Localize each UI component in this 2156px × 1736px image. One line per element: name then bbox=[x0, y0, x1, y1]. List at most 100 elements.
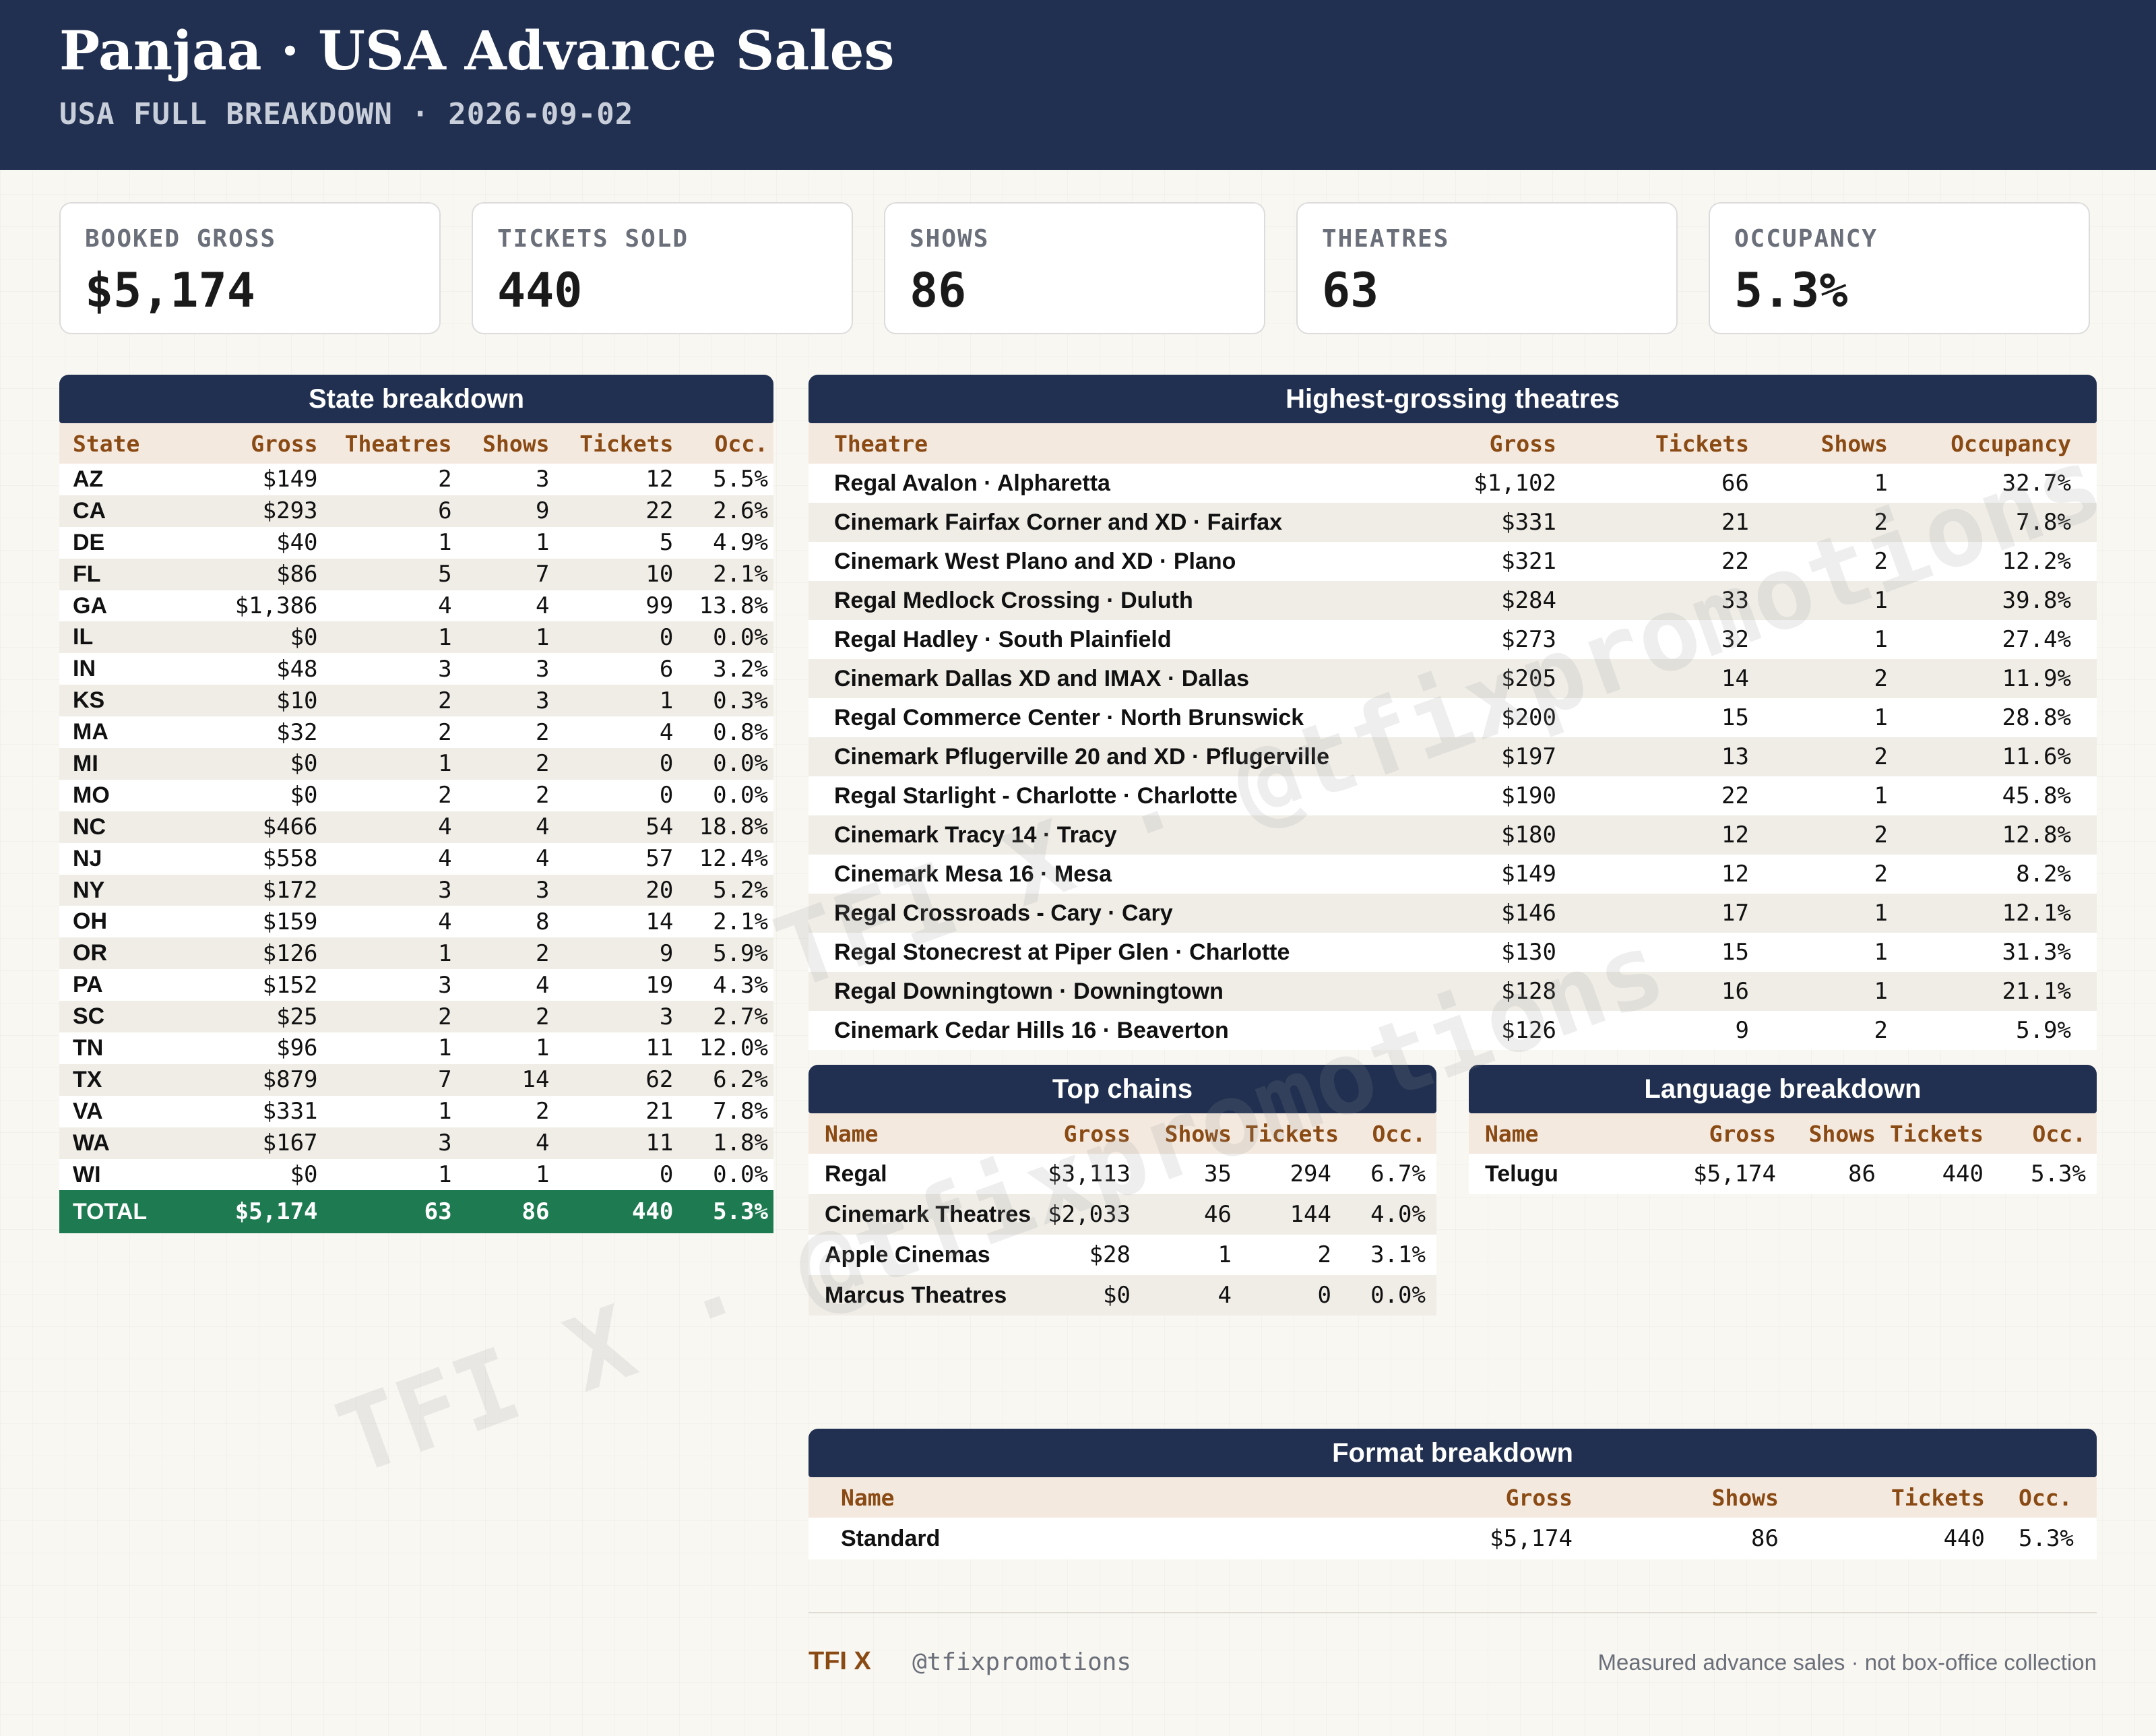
column-header: Tickets bbox=[1886, 1113, 1994, 1154]
cell-value: $466 bbox=[262, 813, 318, 841]
table-row: Cinemark Mesa 16 · Mesa $149 12 2 8.2% bbox=[808, 855, 2097, 894]
cell-value: 2 bbox=[536, 1098, 550, 1125]
cell-value: 7.8% bbox=[713, 1098, 768, 1125]
column-header: Occ. bbox=[1342, 1113, 1436, 1154]
cell-value: 12.1% bbox=[2002, 900, 2071, 927]
cell-value: 32 bbox=[1721, 626, 1749, 653]
column-header: Occ. bbox=[1994, 1113, 2097, 1154]
cell-value: 4 bbox=[536, 845, 550, 873]
cell-value: 2 bbox=[1874, 822, 1888, 848]
cell-value: 2 bbox=[438, 1003, 452, 1030]
cell-value: 20 bbox=[645, 877, 674, 904]
state-breakdown-table: State Gross Theatres Shows Tickets Occ. … bbox=[59, 423, 773, 1234]
table-row: Regal Starlight - Charlotte · Charlotte $… bbox=[808, 776, 2097, 815]
table-row: CA $293 6 9 22 2.6% bbox=[59, 495, 773, 527]
cell-value: 1 bbox=[536, 623, 550, 651]
cell-value: 0 bbox=[1317, 1282, 1331, 1309]
cell-value: 2 bbox=[1874, 743, 1888, 770]
cell-value: $2,033 bbox=[1048, 1201, 1131, 1228]
state-breakdown-panel: State breakdown State Gross Theatres Sho… bbox=[59, 375, 773, 1234]
table-row: MI $0 1 2 0 0.0% bbox=[59, 748, 773, 780]
top-chains-title: Top chains bbox=[808, 1065, 1436, 1113]
total-shows: 86 bbox=[457, 1190, 555, 1234]
row-label: Marcus Theatres bbox=[825, 1282, 1007, 1308]
row-label: KS bbox=[73, 687, 105, 714]
cell-value: $0 bbox=[1103, 1282, 1131, 1309]
cell-value: $48 bbox=[276, 655, 318, 683]
cell-value: 2 bbox=[438, 466, 452, 493]
cell-value: 4 bbox=[1217, 1282, 1232, 1309]
cell-value: 2.1% bbox=[713, 561, 768, 588]
cell-value: 0 bbox=[659, 623, 674, 651]
table-row: IL $0 1 1 0 0.0% bbox=[59, 621, 773, 654]
cell-value: 0.0% bbox=[1370, 1282, 1426, 1309]
cell-value: 62 bbox=[645, 1066, 674, 1094]
cell-value: 14 bbox=[1721, 665, 1749, 692]
cell-value: 6.7% bbox=[1370, 1160, 1426, 1187]
format-breakdown-title: Format breakdown bbox=[808, 1429, 2097, 1477]
table-row: Standard $5,174 86 440 5.3% bbox=[808, 1518, 2097, 1559]
table-row: Cinemark Dallas XD and IMAX · Dallas $205… bbox=[808, 659, 2097, 698]
cell-value: 2.6% bbox=[713, 497, 768, 525]
cell-value: 4.3% bbox=[713, 971, 768, 999]
table-row: Cinemark Pflugerville 20 and XD · Pfluge… bbox=[808, 737, 2097, 776]
cell-value: 86 bbox=[1751, 1525, 1779, 1552]
cell-value: 1 bbox=[536, 529, 550, 557]
cell-value: 4 bbox=[536, 1129, 550, 1157]
cell-value: $284 bbox=[1501, 587, 1556, 614]
column-header: State bbox=[59, 423, 191, 464]
cell-value: $10 bbox=[276, 687, 318, 714]
cell-value: 3 bbox=[536, 877, 550, 904]
cell-value: 7 bbox=[536, 561, 550, 588]
kpi-label: OCCUPANCY bbox=[1734, 225, 1878, 253]
cell-value: $28 bbox=[1089, 1241, 1131, 1268]
cell-value: 57 bbox=[645, 845, 674, 873]
cell-value: 11.9% bbox=[2002, 665, 2071, 692]
cell-value: 5.9% bbox=[2016, 1017, 2071, 1044]
row-label: NY bbox=[73, 877, 105, 903]
page-subtitle: USA FULL BREAKDOWN · 2026-09-02 bbox=[59, 97, 634, 131]
cell-value: 19 bbox=[645, 971, 674, 999]
row-label: VA bbox=[73, 1098, 103, 1124]
row-label: IL bbox=[73, 624, 94, 650]
cell-value: 0.0% bbox=[713, 750, 768, 778]
table-row: PA $152 3 4 19 4.3% bbox=[59, 969, 773, 1001]
table-header-row: Name Gross Shows Tickets Occ. bbox=[1469, 1113, 2097, 1154]
cell-value: 3 bbox=[536, 687, 550, 714]
row-label: OH bbox=[73, 908, 107, 935]
table-row: OR $126 1 2 9 5.9% bbox=[59, 937, 773, 970]
cell-value: 39.8% bbox=[2002, 587, 2071, 614]
table-row: Cinemark West Plano and XD · Plano $321 22… bbox=[808, 542, 2097, 581]
cell-value: 4 bbox=[659, 718, 674, 746]
table-row: Apple Cinemas $28 1 2 3.1% bbox=[808, 1235, 1436, 1275]
row-label: DE bbox=[73, 529, 105, 555]
column-header: Gross bbox=[1455, 423, 1582, 464]
cell-value: $321 bbox=[1501, 548, 1556, 575]
language-breakdown-panel: Language breakdown Name Gross Shows Tick… bbox=[1469, 1065, 2097, 1194]
cell-value: 22 bbox=[645, 497, 674, 525]
cell-value: 3 bbox=[438, 655, 452, 683]
cell-value: 54 bbox=[645, 813, 674, 841]
cell-value: 1 bbox=[1874, 978, 1888, 1005]
cell-value: 12.2% bbox=[2002, 548, 2071, 575]
row-label: PA bbox=[73, 972, 103, 998]
column-header: Name bbox=[808, 1477, 1307, 1518]
cell-value: 2 bbox=[536, 782, 550, 809]
cell-value: 1 bbox=[1874, 626, 1888, 653]
cell-value: 17 bbox=[1721, 900, 1749, 927]
row-label: NJ bbox=[73, 845, 102, 871]
cell-value: $40 bbox=[276, 529, 318, 557]
row-label: IN bbox=[73, 656, 96, 682]
cell-value: 12 bbox=[1721, 822, 1749, 848]
cell-value: 31.3% bbox=[2002, 939, 2071, 966]
table-row: Regal $3,113 35 294 6.7% bbox=[808, 1154, 1436, 1194]
row-label: Cinemark Dallas XD and IMAX · Dallas bbox=[834, 665, 1249, 691]
row-label: MI bbox=[73, 750, 98, 776]
table-row: VA $331 1 2 21 7.8% bbox=[59, 1095, 773, 1127]
column-header: Gross bbox=[1036, 1113, 1141, 1154]
top-chains-table: Name Gross Shows Tickets Occ. Regal $3,11… bbox=[808, 1113, 1436, 1315]
row-label: Standard bbox=[841, 1525, 941, 1551]
table-row: AZ $149 2 3 12 5.5% bbox=[59, 464, 773, 495]
cell-value: 1 bbox=[438, 939, 452, 967]
cell-value: 10 bbox=[645, 561, 674, 588]
